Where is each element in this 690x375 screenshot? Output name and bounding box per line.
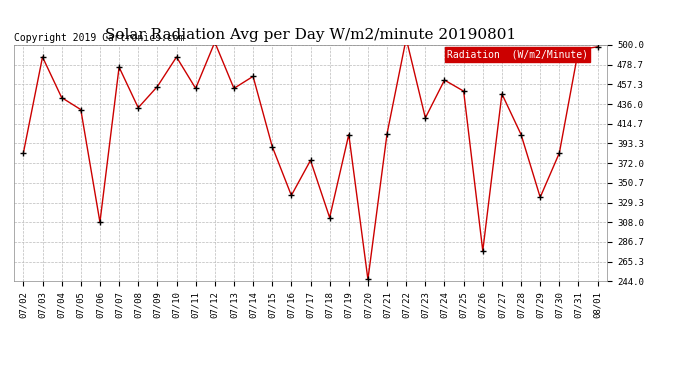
- Text: Radiation  (W/m2/Minute): Radiation (W/m2/Minute): [447, 50, 588, 60]
- Text: Copyright 2019 Cartronics.com: Copyright 2019 Cartronics.com: [14, 33, 184, 43]
- Title: Solar Radiation Avg per Day W/m2/minute 20190801: Solar Radiation Avg per Day W/m2/minute …: [105, 28, 516, 42]
